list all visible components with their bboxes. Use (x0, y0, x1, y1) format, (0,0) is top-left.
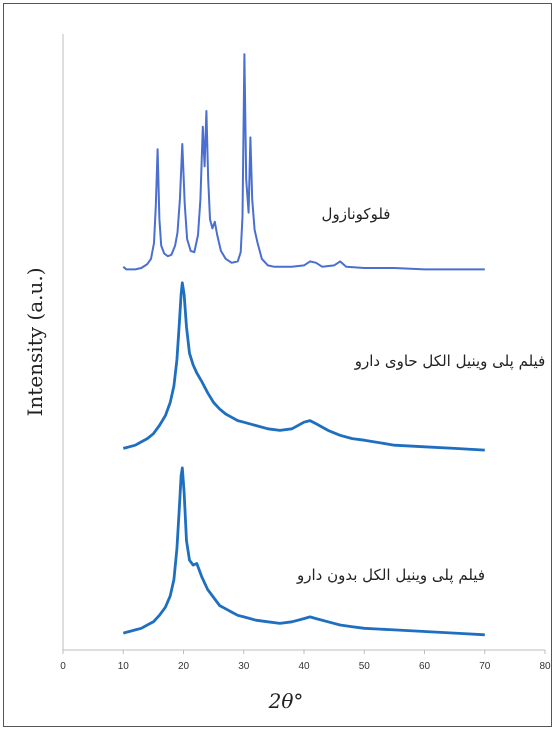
x-tick-label: 50 (359, 661, 371, 672)
series-label-2: فیلم پلی وینیل الکل حاوی دارو (354, 352, 546, 371)
x-axis-title: 2θ° (268, 689, 304, 713)
series-lines (122, 53, 485, 637)
series-line-3 (122, 466, 485, 637)
series-labels: فلوکونازول فیلم پلی وینیل الکل حاوی دارو ف… (296, 205, 545, 585)
x-tick-label: 10 (118, 661, 130, 672)
series-label-3: فیلم پلی وینیل الکل بدون دارو (296, 566, 485, 585)
y-axis-title: Intensity (a.u.) (23, 267, 47, 416)
x-tick-label: 20 (178, 661, 190, 672)
series-line-1 (122, 53, 485, 271)
x-tick-label: 40 (298, 661, 310, 672)
x-tick-label: 80 (539, 661, 551, 672)
x-ticks: 0 10 20 30 40 50 60 70 80 (60, 650, 551, 672)
series-line-2 (122, 281, 485, 452)
x-tick-label: 30 (238, 661, 250, 672)
series-label-1: فلوکونازول (322, 205, 391, 223)
xrd-chart: Intensity (a.u.) 2θ° 0 10 20 30 40 50 60 70 80 ف… (23, 34, 551, 713)
figure-frame: Intensity (a.u.) 2θ° 0 10 20 30 40 50 60 70 80 ف… (3, 3, 552, 727)
x-tick-label: 60 (419, 661, 431, 672)
x-tick-label: 70 (479, 661, 491, 672)
x-tick-label: 0 (60, 661, 66, 672)
